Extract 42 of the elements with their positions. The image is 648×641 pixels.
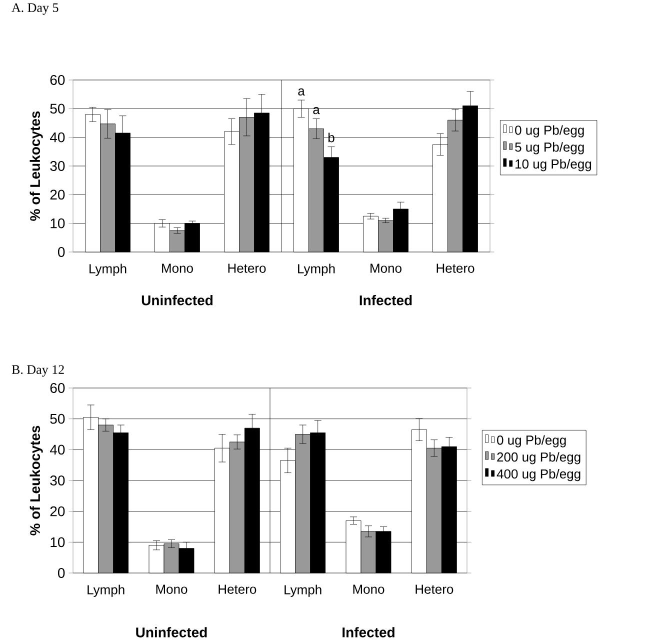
legend-label: 200 ug Pb/egg: [497, 452, 580, 464]
y-tick-label: 20: [50, 190, 65, 200]
y-tick-label: 10: [50, 218, 65, 228]
legend-label: 5 ug Pb/egg: [515, 142, 584, 154]
legend-label: 0 ug Pb/egg: [515, 125, 584, 138]
x-tick-label: Lymph: [90, 264, 126, 276]
legend-label: 10 ug Pb/egg: [516, 159, 592, 172]
y-tick-label: 0: [58, 247, 65, 257]
y-tick-label: 40: [50, 132, 65, 142]
annotation: a: [313, 107, 320, 114]
y-tick-label: 10: [50, 537, 65, 548]
annotation: a: [298, 88, 305, 96]
x-tick-label: Lymph: [88, 584, 124, 597]
chart-title: A. Day 5: [12, 3, 58, 15]
x-tick-label: Hetero: [228, 264, 266, 273]
y-tick-label: 30: [50, 161, 65, 171]
x-tick-label: Mono: [162, 264, 193, 273]
x-tick-label: Mono: [156, 584, 188, 594]
text: Infected: [342, 627, 394, 638]
chart-title: B. Day 12: [12, 365, 64, 377]
text: Infected: [360, 295, 412, 306]
x-tick-label: Mono: [370, 264, 402, 273]
y-tick-label: 60: [50, 383, 65, 393]
legend-label: 0 ug Pb/egg: [497, 435, 566, 448]
text: Uninfected: [136, 627, 207, 638]
y-tick-label: 50: [50, 104, 65, 114]
y-tick-label: 30: [50, 476, 65, 486]
x-tick-label: Hetero: [436, 264, 474, 273]
legend-label: 400 ug Pb/egg: [496, 468, 580, 482]
y-tick-label: 50: [50, 414, 65, 424]
y-axis-title: % of Leukocytes: [30, 426, 43, 536]
y-tick-label: 20: [50, 506, 65, 516]
y-axis-title: % of Leukocytes: [30, 111, 43, 221]
x-tick-label: Hetero: [416, 584, 454, 594]
x-tick-label: Hetero: [218, 584, 256, 594]
x-tick-label: Mono: [353, 584, 384, 594]
y-tick-label: 60: [50, 75, 65, 85]
y-tick-label: 0: [58, 568, 65, 578]
x-tick-label: Lymph: [298, 264, 335, 276]
y-tick-label: 40: [50, 444, 65, 455]
x-tick-label: Lymph: [284, 584, 322, 597]
text: Uninfected: [142, 295, 212, 306]
